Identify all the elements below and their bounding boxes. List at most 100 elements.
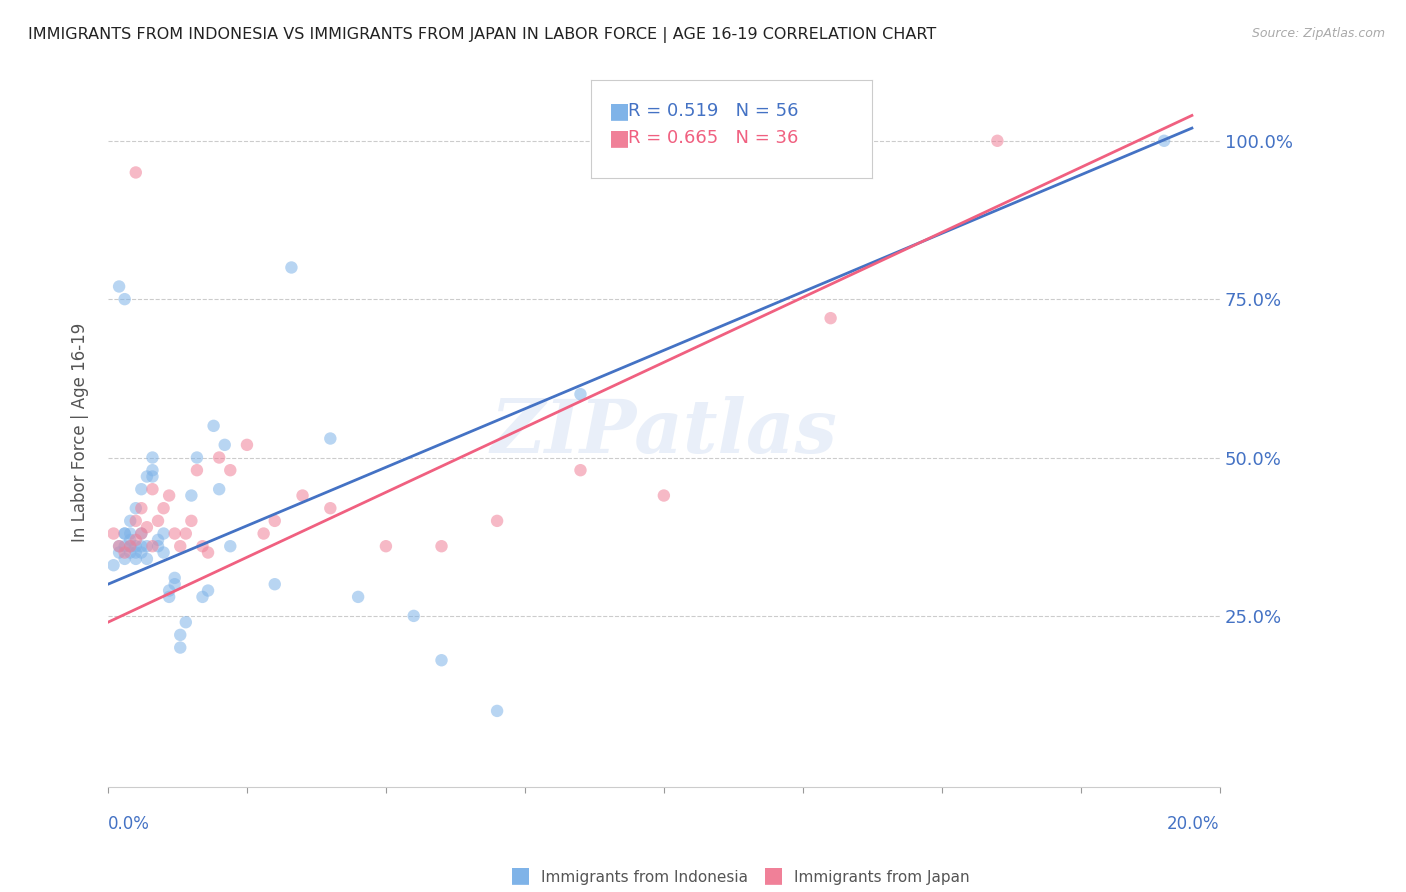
Point — [402, 608, 425, 623]
Point — [120, 526, 142, 541]
Point — [146, 514, 169, 528]
Point — [374, 539, 396, 553]
Point — [125, 165, 148, 179]
Point — [141, 463, 163, 477]
Point — [319, 432, 342, 446]
Point — [152, 501, 174, 516]
Text: Source: ZipAtlas.com: Source: ZipAtlas.com — [1251, 27, 1385, 40]
Point — [986, 134, 1008, 148]
Point — [157, 583, 180, 598]
Point — [219, 539, 242, 553]
Point — [125, 539, 148, 553]
Point — [430, 653, 453, 667]
Point — [1153, 134, 1175, 148]
Point — [197, 583, 219, 598]
Point — [208, 450, 231, 465]
Point — [191, 539, 214, 553]
Point — [120, 539, 142, 553]
Point — [114, 539, 136, 553]
Point — [174, 526, 197, 541]
Point — [280, 260, 302, 275]
Point — [163, 526, 186, 541]
Text: Immigrants from Indonesia: Immigrants from Indonesia — [541, 870, 748, 885]
Point — [146, 539, 169, 553]
Text: ZIPatlas: ZIPatlas — [491, 396, 838, 468]
Point — [180, 489, 202, 503]
Point — [131, 539, 153, 553]
Point — [157, 590, 180, 604]
Point — [131, 526, 153, 541]
Point — [131, 482, 153, 496]
Point — [131, 545, 153, 559]
Text: ■: ■ — [510, 865, 530, 885]
Text: ■: ■ — [763, 865, 783, 885]
Point — [114, 292, 136, 306]
Point — [141, 482, 163, 496]
Point — [152, 545, 174, 559]
Point — [191, 590, 214, 604]
Point — [103, 558, 125, 573]
Text: R = 0.665   N = 36: R = 0.665 N = 36 — [628, 129, 799, 147]
Point — [135, 520, 157, 534]
Y-axis label: In Labor Force | Age 16-19: In Labor Force | Age 16-19 — [72, 323, 89, 541]
Point — [141, 539, 163, 553]
Point — [157, 489, 180, 503]
Point — [108, 279, 131, 293]
Point — [131, 526, 153, 541]
Point — [820, 311, 842, 326]
Text: 0.0%: 0.0% — [108, 815, 150, 833]
Point — [103, 526, 125, 541]
Point — [120, 539, 142, 553]
Point — [114, 526, 136, 541]
Point — [569, 387, 592, 401]
Point — [131, 501, 153, 516]
Point — [125, 501, 148, 516]
Point — [141, 450, 163, 465]
Text: Immigrants from Japan: Immigrants from Japan — [794, 870, 970, 885]
Point — [108, 545, 131, 559]
Point — [135, 552, 157, 566]
Text: IMMIGRANTS FROM INDONESIA VS IMMIGRANTS FROM JAPAN IN LABOR FORCE | AGE 16-19 CO: IMMIGRANTS FROM INDONESIA VS IMMIGRANTS … — [28, 27, 936, 43]
Point — [486, 704, 509, 718]
Point — [163, 577, 186, 591]
Point — [253, 526, 276, 541]
Point — [652, 489, 675, 503]
Point — [169, 539, 191, 553]
Point — [214, 438, 236, 452]
Point — [108, 539, 131, 553]
Point — [202, 418, 225, 433]
Point — [146, 533, 169, 547]
Point — [186, 463, 208, 477]
Point — [120, 533, 142, 547]
Point — [120, 545, 142, 559]
Point — [135, 469, 157, 483]
Point — [219, 463, 242, 477]
Point — [169, 640, 191, 655]
Point — [108, 539, 131, 553]
Point — [114, 526, 136, 541]
Point — [347, 590, 370, 604]
Text: ■: ■ — [609, 128, 630, 148]
Text: R = 0.519   N = 56: R = 0.519 N = 56 — [628, 103, 799, 120]
Point — [141, 469, 163, 483]
Point — [152, 526, 174, 541]
Point — [174, 615, 197, 630]
Point — [569, 463, 592, 477]
Point — [114, 552, 136, 566]
Point — [430, 539, 453, 553]
Text: ■: ■ — [609, 102, 630, 121]
Point — [208, 482, 231, 496]
Point — [135, 539, 157, 553]
Point — [125, 552, 148, 566]
Point — [319, 501, 342, 516]
Point — [114, 545, 136, 559]
Text: 20.0%: 20.0% — [1167, 815, 1220, 833]
Point — [180, 514, 202, 528]
Point — [291, 489, 314, 503]
Point — [263, 514, 285, 528]
Point — [169, 628, 191, 642]
Point — [197, 545, 219, 559]
Point — [125, 545, 148, 559]
Point — [125, 533, 148, 547]
Point — [125, 514, 148, 528]
